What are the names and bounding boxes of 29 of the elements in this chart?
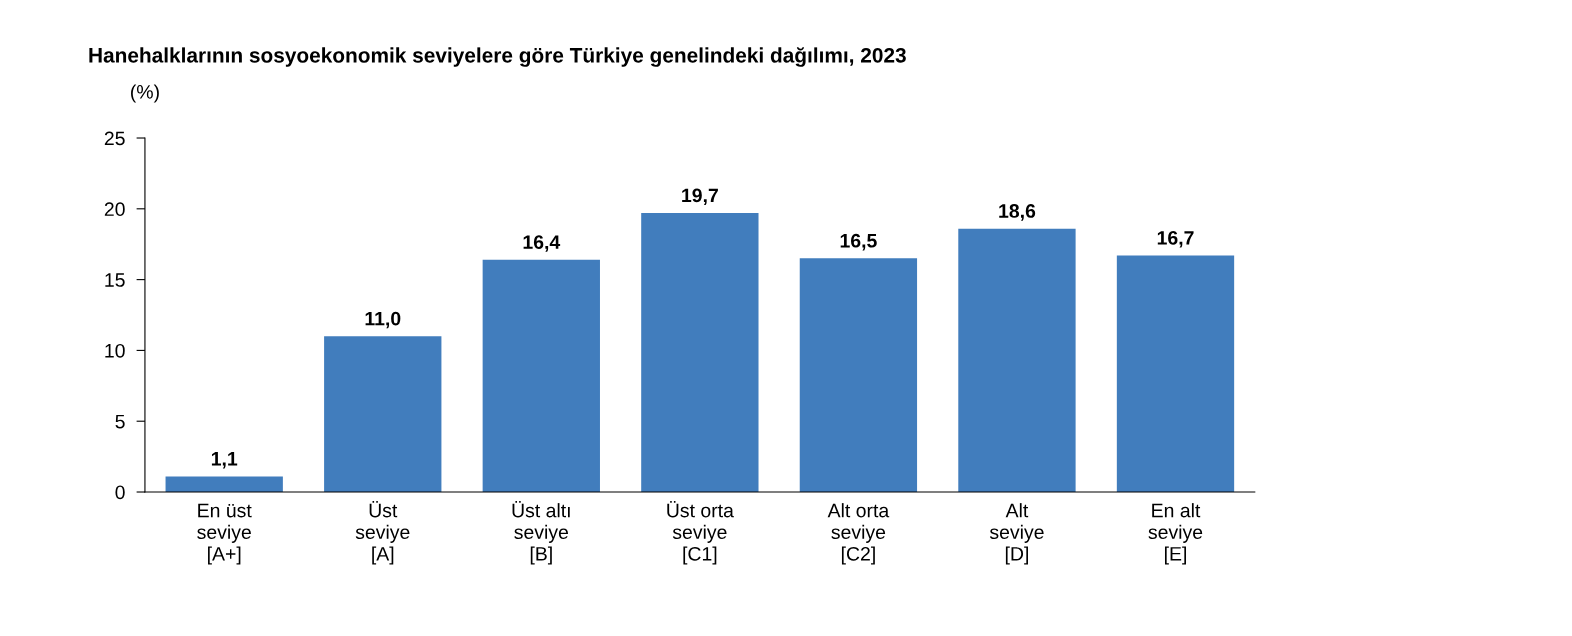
x-tick-label: Üst altı seviye [B]	[512, 500, 570, 565]
bar	[482, 259, 600, 493]
data-label: 1,1	[211, 452, 238, 469]
y-tick-label: 0	[115, 485, 125, 500]
bar	[958, 228, 1076, 493]
y-tick-label: 20	[104, 202, 125, 217]
y-tick-label: 25	[104, 131, 125, 146]
data-label: 18,6	[999, 204, 1036, 221]
bar	[641, 213, 759, 493]
y-tick-label: 10	[105, 343, 125, 358]
bar	[165, 476, 283, 493]
x-tick-label: Üst orta seviye [C1]	[667, 500, 734, 565]
x-tick-label: Alt orta seviye [C2]	[827, 503, 890, 565]
x-tick-label: Üst seviye [A]	[355, 500, 410, 565]
chart-title: Hanehalklarının sosyoekonomik seviyelere göre Türkiye genelindeki dağılımı, 2023	[89, 47, 906, 67]
data-label: 16,4	[523, 235, 561, 252]
data-label: 19,7	[682, 188, 718, 206]
data-label: 16,5	[840, 233, 877, 251]
x-tick-label: Alt seviye [D]	[989, 503, 1044, 565]
x-tick-label: En alt seviye [E]	[1148, 503, 1203, 565]
bar	[799, 258, 918, 493]
y-axis-title: (%)	[131, 84, 159, 103]
y-tick-label: 5	[115, 414, 125, 429]
data-label: 16,7	[1157, 230, 1194, 248]
bar	[1116, 255, 1235, 493]
data-label: 11,0	[365, 311, 401, 329]
y-tick-label: 15	[105, 273, 125, 287]
x-tick-label: En üst seviye [A+]	[197, 503, 252, 565]
bar	[324, 336, 442, 493]
